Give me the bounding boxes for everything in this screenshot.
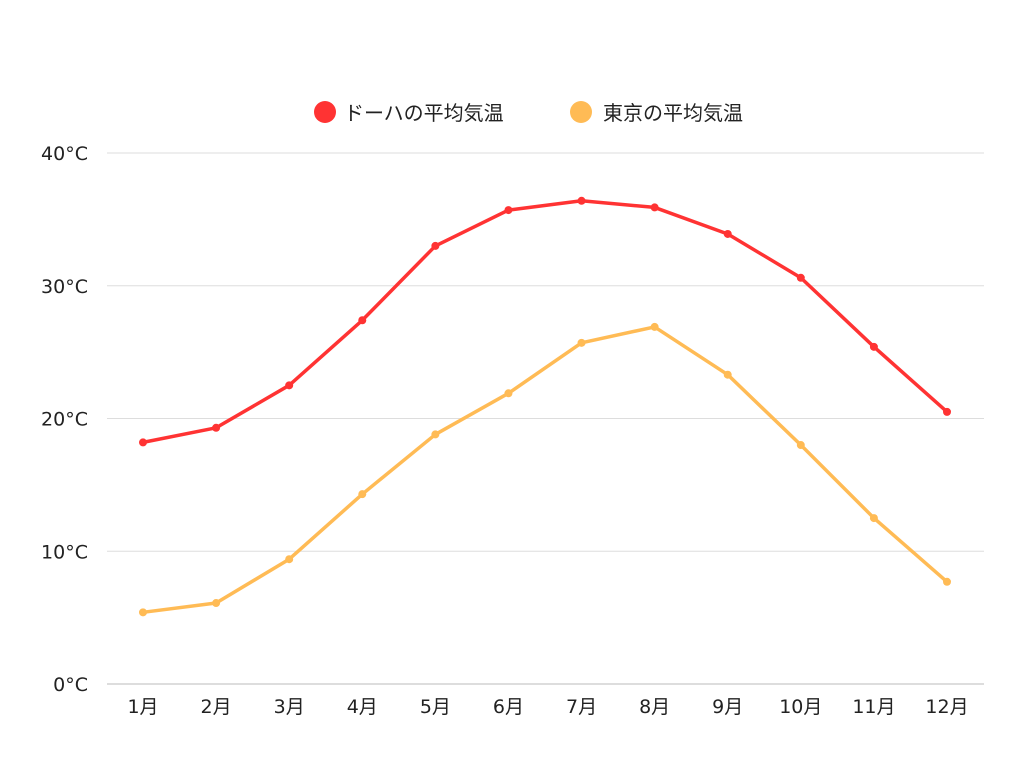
x-tick-label: 11月 bbox=[852, 696, 895, 718]
data-point[interactable] bbox=[577, 196, 586, 205]
x-tick-label: 1月 bbox=[127, 696, 158, 718]
data-point[interactable] bbox=[212, 599, 221, 608]
data-point[interactable] bbox=[504, 389, 513, 398]
data-point[interactable] bbox=[723, 229, 732, 238]
series-line-1 bbox=[142, 325, 949, 615]
data-point[interactable] bbox=[796, 273, 805, 282]
legend-item-doha[interactable]: ドーハの平均気温 bbox=[314, 101, 504, 125]
y-tick-label: 30°C bbox=[41, 276, 88, 298]
data-point[interactable] bbox=[358, 316, 367, 325]
x-tick-label: 4月 bbox=[347, 696, 378, 718]
legend: ドーハの平均気温 東京の平均気温 bbox=[314, 101, 743, 125]
data-point[interactable] bbox=[943, 407, 951, 416]
legend-label-doha: ドーハの平均気温 bbox=[344, 101, 504, 125]
legend-marker-tokyo bbox=[570, 101, 592, 123]
data-point[interactable] bbox=[285, 381, 294, 390]
data-point[interactable] bbox=[796, 441, 805, 450]
data-point[interactable] bbox=[358, 490, 367, 499]
x-tick-label: 3月 bbox=[274, 696, 305, 718]
x-tick-label: 9月 bbox=[712, 696, 743, 718]
data-point[interactable] bbox=[943, 577, 951, 586]
y-tick-label: 0°C bbox=[53, 674, 88, 696]
x-tick-label: 7月 bbox=[566, 696, 597, 718]
data-point[interactable] bbox=[285, 555, 294, 564]
data-point[interactable] bbox=[869, 514, 878, 523]
x-tick-label: 5月 bbox=[420, 696, 451, 718]
y-tick-label: 10°C bbox=[41, 541, 88, 563]
y-tick-label: 40°C bbox=[41, 143, 88, 165]
data-point[interactable] bbox=[139, 438, 147, 447]
data-point[interactable] bbox=[431, 241, 440, 250]
data-point[interactable] bbox=[504, 206, 513, 215]
legend-item-tokyo[interactable]: 東京の平均気温 bbox=[570, 101, 743, 125]
y-tick-label: 20°C bbox=[41, 409, 88, 431]
data-point[interactable] bbox=[431, 430, 440, 439]
data-point[interactable] bbox=[869, 342, 878, 351]
data-point[interactable] bbox=[577, 338, 586, 347]
data-point[interactable] bbox=[723, 370, 732, 379]
legend-marker-doha bbox=[314, 101, 336, 123]
data-point[interactable] bbox=[650, 203, 659, 212]
series-line-0 bbox=[142, 199, 949, 445]
x-tick-label: 10月 bbox=[779, 696, 822, 718]
data-point[interactable] bbox=[212, 423, 221, 432]
x-tick-label: 12月 bbox=[925, 696, 968, 718]
x-tick-label: 8月 bbox=[639, 696, 670, 718]
data-point[interactable] bbox=[650, 322, 659, 331]
data-point[interactable] bbox=[139, 608, 147, 617]
legend-label-tokyo: 東京の平均気温 bbox=[603, 101, 743, 125]
x-tick-label: 6月 bbox=[493, 696, 524, 718]
x-tick-label: 2月 bbox=[201, 696, 232, 718]
